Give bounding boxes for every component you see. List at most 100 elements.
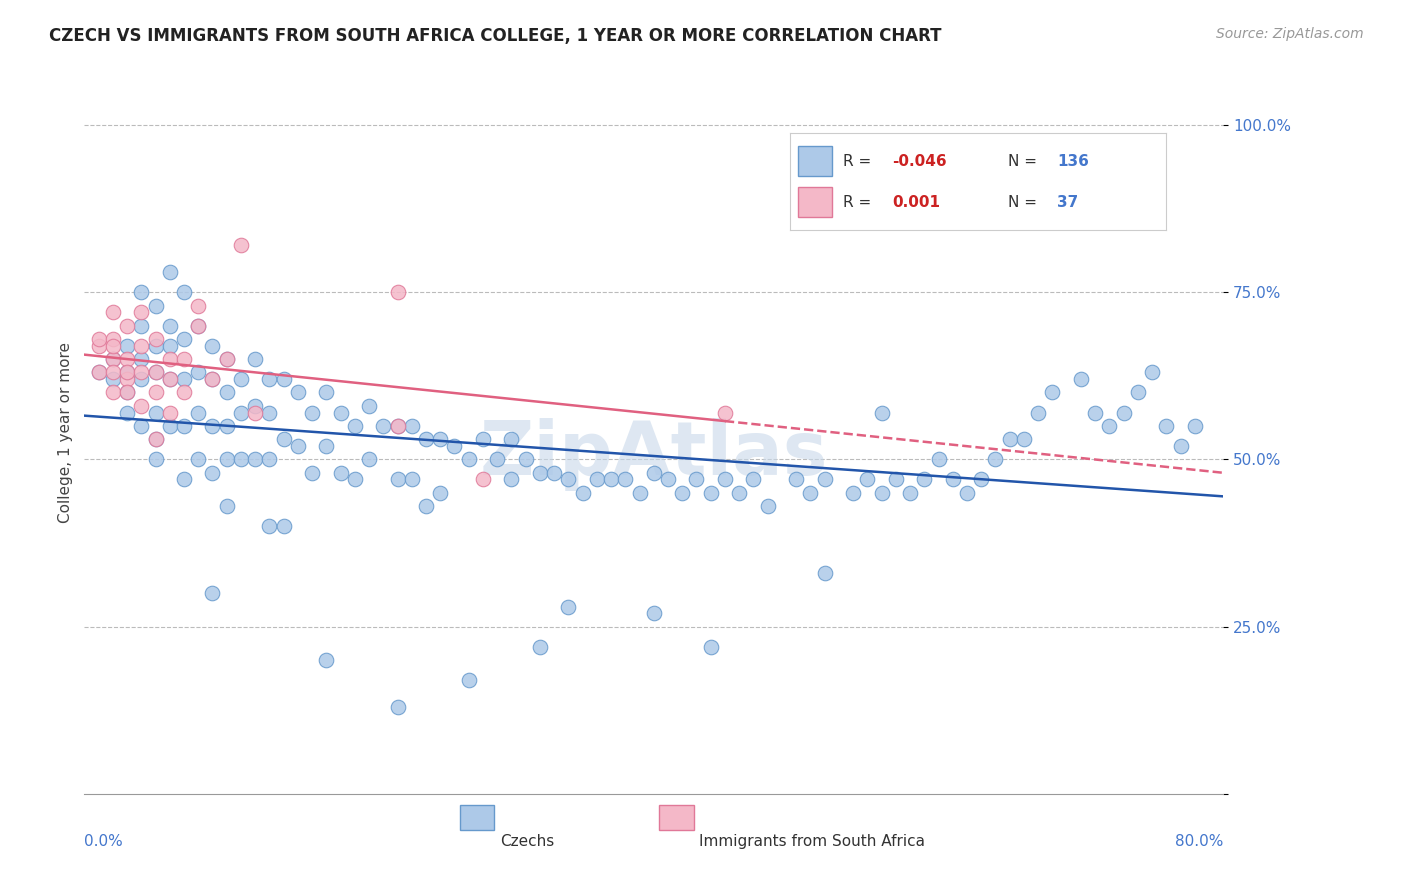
Point xyxy=(799,485,821,500)
Point xyxy=(87,339,110,353)
Point xyxy=(215,419,238,434)
Point xyxy=(529,466,551,480)
Point xyxy=(287,385,309,400)
Point xyxy=(814,473,837,487)
Point xyxy=(600,473,623,487)
Text: Czechs: Czechs xyxy=(501,834,554,848)
Point xyxy=(131,305,153,319)
Point xyxy=(229,406,252,420)
Text: R =: R = xyxy=(844,194,876,210)
Point xyxy=(387,699,409,714)
Point xyxy=(685,473,707,487)
Point xyxy=(586,473,609,487)
Point xyxy=(1070,372,1092,386)
Point xyxy=(115,385,138,400)
Point xyxy=(215,500,238,514)
Point xyxy=(343,419,366,434)
Point xyxy=(387,419,409,434)
Point xyxy=(329,466,352,480)
Point xyxy=(159,372,181,386)
Point xyxy=(1112,406,1135,420)
Point xyxy=(201,372,224,386)
Point xyxy=(1012,433,1035,447)
Point xyxy=(173,285,195,300)
Point xyxy=(131,399,153,413)
Text: 136: 136 xyxy=(1057,153,1090,169)
Point xyxy=(273,372,295,386)
Point xyxy=(131,285,153,300)
Point xyxy=(131,318,153,333)
Point xyxy=(131,419,153,434)
Point xyxy=(101,352,124,367)
Point xyxy=(756,500,779,514)
Point xyxy=(1170,439,1192,453)
Point xyxy=(131,366,153,380)
Point xyxy=(928,452,950,467)
Point xyxy=(1098,419,1121,434)
Point xyxy=(814,566,837,581)
Text: CZECH VS IMMIGRANTS FROM SOUTH AFRICA COLLEGE, 1 YEAR OR MORE CORRELATION CHART: CZECH VS IMMIGRANTS FROM SOUTH AFRICA CO… xyxy=(49,27,942,45)
Point xyxy=(1156,419,1178,434)
Point xyxy=(557,473,579,487)
Point xyxy=(785,473,807,487)
Point xyxy=(329,406,352,420)
Point xyxy=(301,406,323,420)
Point xyxy=(101,305,124,319)
Text: N =: N = xyxy=(1008,194,1042,210)
Point xyxy=(173,372,195,386)
Point xyxy=(515,452,537,467)
Point xyxy=(543,466,565,480)
Point xyxy=(628,485,651,500)
Point xyxy=(401,473,423,487)
Point xyxy=(387,473,409,487)
Point xyxy=(571,485,593,500)
Point xyxy=(201,339,224,353)
Point xyxy=(115,352,138,367)
Point xyxy=(173,332,195,346)
Point xyxy=(529,640,551,654)
Point xyxy=(101,385,124,400)
Point xyxy=(145,339,167,353)
Text: 0.001: 0.001 xyxy=(891,194,941,210)
Point xyxy=(273,433,295,447)
Point xyxy=(700,640,723,654)
Point xyxy=(415,433,437,447)
Point xyxy=(259,372,281,386)
Point xyxy=(315,385,337,400)
Point xyxy=(115,385,138,400)
Point xyxy=(359,399,381,413)
Point xyxy=(557,599,579,614)
Point xyxy=(315,653,337,667)
Point xyxy=(187,318,209,333)
Point xyxy=(87,332,110,346)
Point xyxy=(115,318,138,333)
Point xyxy=(1140,366,1163,380)
Text: Source: ZipAtlas.com: Source: ZipAtlas.com xyxy=(1216,27,1364,41)
Point xyxy=(671,485,693,500)
Point xyxy=(443,439,465,453)
Text: 0.0%: 0.0% xyxy=(84,834,124,848)
Point xyxy=(187,406,209,420)
Point xyxy=(245,399,267,413)
Point xyxy=(870,406,893,420)
Point xyxy=(501,433,523,447)
Point xyxy=(259,519,281,533)
Y-axis label: College, 1 year or more: College, 1 year or more xyxy=(58,343,73,523)
Point xyxy=(131,339,153,353)
FancyBboxPatch shape xyxy=(659,805,693,830)
Point xyxy=(131,372,153,386)
Point xyxy=(343,473,366,487)
FancyBboxPatch shape xyxy=(460,805,495,830)
Point xyxy=(657,473,679,487)
Point xyxy=(245,352,267,367)
Point xyxy=(387,285,409,300)
Point xyxy=(101,339,124,353)
Point xyxy=(115,366,138,380)
Point xyxy=(201,466,224,480)
Point xyxy=(998,433,1021,447)
Point xyxy=(201,372,224,386)
Point xyxy=(159,265,181,279)
Point xyxy=(643,466,665,480)
Point xyxy=(145,385,167,400)
Point xyxy=(984,452,1007,467)
